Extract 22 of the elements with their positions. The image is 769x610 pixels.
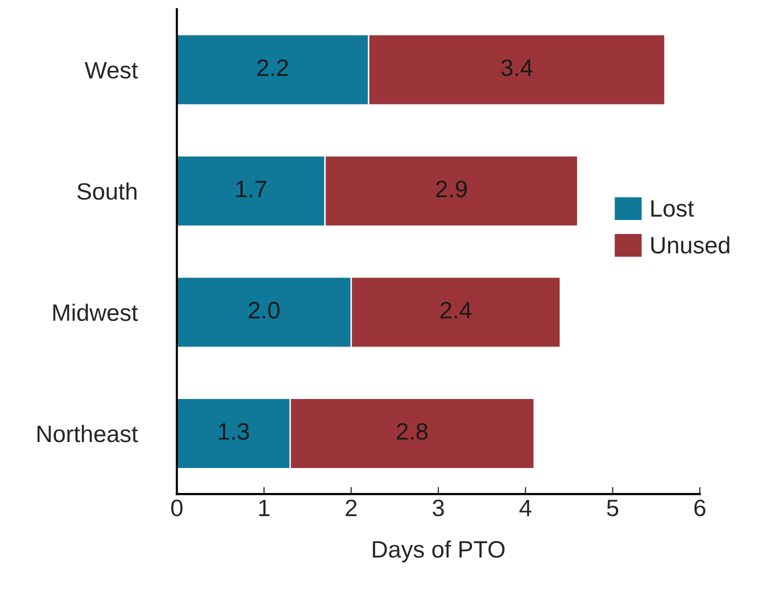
y-tick-label: West xyxy=(84,62,138,79)
data-label: 2.9 xyxy=(436,180,467,198)
x-tick-label: 2 xyxy=(346,500,357,516)
x-tick-label: 4 xyxy=(519,500,532,516)
x-tick-label: 1 xyxy=(259,500,270,516)
data-label: 2.0 xyxy=(248,302,280,319)
x-axis-title: Days of PTO xyxy=(372,540,505,562)
data-label: 2.4 xyxy=(440,302,472,318)
x-tick-label: 6 xyxy=(694,500,706,516)
x-tick-label: 3 xyxy=(432,500,444,516)
data-label: 1.7 xyxy=(236,180,266,198)
data-label: 1.3 xyxy=(218,423,249,440)
data-label: 3.4 xyxy=(501,59,532,76)
y-tick-label: South xyxy=(77,182,136,200)
y-tick-label: Midwest xyxy=(53,304,138,322)
legend-label: Lost xyxy=(651,200,694,217)
data-label: 2.8 xyxy=(396,423,428,440)
data-label: 2.2 xyxy=(258,59,288,76)
y-tick-label: Northeast xyxy=(38,424,138,442)
x-tick-label: 0 xyxy=(171,500,183,516)
x-tick-label: 5 xyxy=(607,500,618,516)
legend-label: Unused xyxy=(651,236,730,254)
